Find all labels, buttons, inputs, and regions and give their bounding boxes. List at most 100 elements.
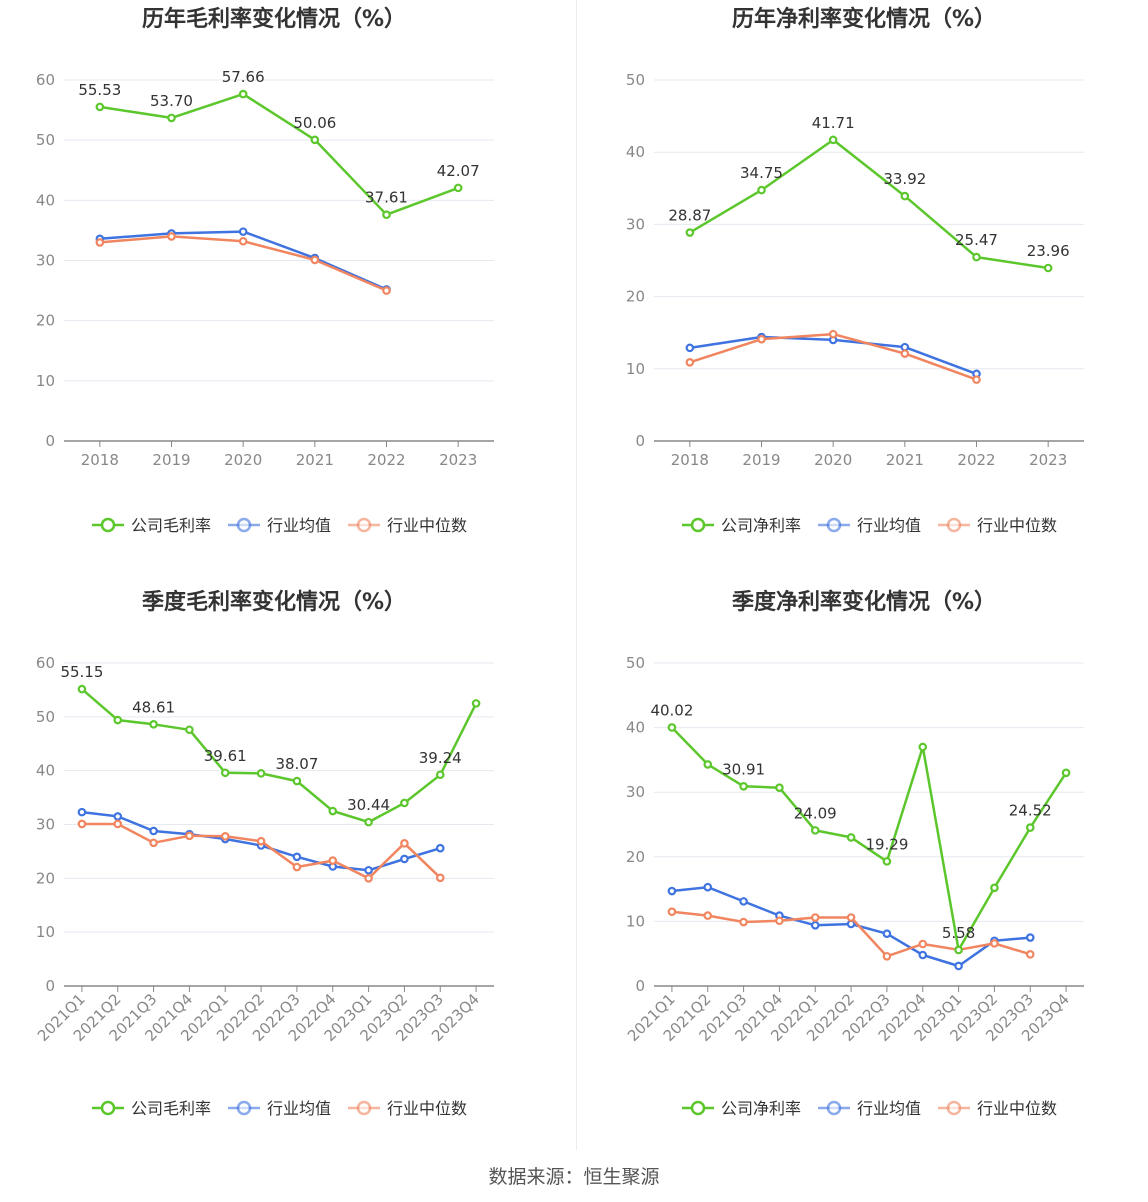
legend-swatch-marker [236, 517, 252, 533]
y-tick-label: 10 [626, 360, 645, 378]
data-label: 39.24 [419, 749, 462, 767]
data-point [256, 769, 266, 778]
data-point [364, 865, 373, 875]
y-tick-label: 0 [635, 977, 645, 995]
data-point [757, 334, 766, 344]
legend-label: 行业均值 [857, 516, 921, 535]
data-point [238, 227, 248, 236]
data-point [292, 852, 302, 862]
legend-swatch-marker [356, 1100, 372, 1116]
data-point [328, 856, 338, 865]
data-label: 41.71 [812, 114, 855, 132]
data-point [775, 916, 784, 926]
x-tick-label: 2022 [367, 451, 405, 469]
legend-swatch-marker [690, 517, 706, 533]
data-point [739, 917, 748, 927]
data-point [810, 826, 820, 835]
data-point [77, 819, 87, 829]
data-point [990, 883, 999, 893]
chart-title: 季度净利率变化情况（%） [732, 589, 996, 615]
data-point [435, 873, 445, 883]
data-point [703, 911, 713, 920]
y-tick-label: 20 [36, 312, 55, 330]
data-point [739, 782, 748, 791]
data-label: 23.96 [1027, 242, 1070, 260]
data-point [364, 874, 373, 883]
legend-swatch-marker [826, 517, 842, 533]
data-point [220, 768, 230, 778]
y-tick-label: 30 [626, 783, 645, 801]
data-point [149, 720, 158, 729]
chart-title: 历年净利率变化情况（%） [732, 6, 996, 32]
data-point [435, 770, 445, 780]
x-tick-label: 2018 [81, 451, 119, 469]
data-label: 30.91 [722, 760, 765, 778]
data-point [703, 760, 713, 769]
data-label: 50.06 [293, 114, 336, 132]
data-point [757, 185, 766, 195]
data-label: 24.52 [1009, 802, 1052, 820]
data-point [685, 343, 695, 353]
y-tick-label: 40 [36, 762, 55, 780]
data-point [990, 939, 999, 948]
y-tick-label: 0 [45, 432, 55, 450]
legend-label: 行业均值 [857, 1099, 921, 1118]
data-point [882, 929, 892, 938]
data-point [292, 862, 302, 872]
data-label: 28.87 [668, 207, 711, 225]
chart-svg: 季度净利率变化情况（%）010203040502021Q12021Q22021Q… [624, 589, 1084, 1118]
data-label: 37.61 [365, 189, 408, 207]
y-tick-label: 60 [36, 71, 55, 89]
data-point [954, 961, 963, 971]
data-point [900, 349, 910, 358]
legend-swatch-marker [826, 1100, 842, 1116]
data-point [113, 812, 123, 821]
data-point [400, 854, 409, 864]
data-point [256, 836, 266, 846]
legend-label: 行业均值 [267, 1099, 331, 1118]
data-point [167, 232, 176, 241]
data-point [77, 807, 87, 817]
legend-label: 公司净利率 [721, 1099, 801, 1118]
y-tick-label: 30 [36, 816, 55, 834]
data-label: 48.61 [132, 698, 175, 716]
data-point [972, 252, 981, 262]
data-point [95, 102, 105, 112]
data-label: 55.53 [78, 81, 121, 99]
y-tick-label: 20 [626, 288, 645, 306]
legend-label: 行业中位数 [977, 1099, 1057, 1118]
y-tick-label: 40 [36, 191, 55, 209]
chart-svg: 历年毛利率变化情况（%） 0 10 20 30 40 50 60 2018 2019 2020 202… [36, 6, 494, 535]
y-tick-label: 50 [626, 71, 645, 89]
data-label: 40.02 [650, 701, 693, 719]
series-line-company [671, 726, 1068, 952]
data-point [1025, 933, 1035, 942]
data-point [667, 886, 677, 896]
data-point [328, 806, 338, 816]
data-label: 42.07 [437, 162, 480, 180]
chart-title: 历年毛利率变化情况（%） [142, 6, 406, 32]
data-point [435, 843, 445, 853]
panel-divider [576, 0, 577, 1150]
data-point [846, 833, 856, 842]
data-point [77, 684, 87, 694]
x-tick-label: 2018 [671, 451, 709, 469]
data-point [238, 236, 248, 246]
data-source-note: 数据来源：恒生聚源 [488, 1166, 660, 1188]
data-label: 25.47 [955, 231, 998, 249]
chart-title: 季度毛利率变化情况（%） [142, 589, 406, 615]
legend-label: 公司毛利率 [131, 516, 211, 535]
y-tick-label: 20 [626, 848, 645, 866]
y-tick-label: 10 [626, 912, 645, 930]
data-label: 53.70 [150, 92, 193, 110]
legend-swatch-marker [356, 517, 372, 533]
legend-swatch-marker [690, 1100, 706, 1116]
data-label: 19.29 [865, 835, 908, 853]
data-point [667, 907, 677, 917]
y-tick-label: 40 [626, 719, 645, 737]
y-tick-label: 50 [36, 708, 55, 726]
data-point [954, 945, 963, 955]
data-point [775, 783, 784, 792]
data-point [185, 725, 194, 735]
y-tick-label: 10 [36, 372, 55, 390]
